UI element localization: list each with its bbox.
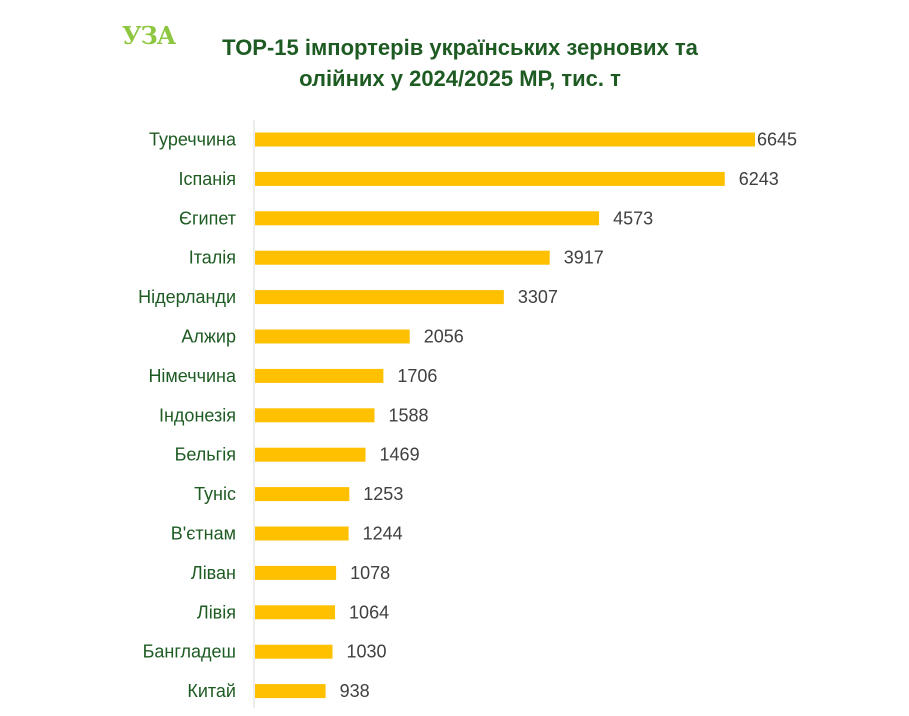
chart-title: TOP-15 імпортерів українських зернових т… [150,32,770,94]
category-label: Китай [187,681,236,701]
bar [255,644,333,659]
bar [255,329,410,344]
category-label: Туніс [194,484,236,504]
bar [255,605,336,620]
bar [255,132,755,147]
bar [255,526,349,541]
category-label: Єгипет [179,208,236,228]
bar [255,290,504,305]
category-label: Бельгія [175,445,236,465]
bar [255,171,725,186]
value-label: 1469 [380,445,420,465]
chart-title-line-1: TOP-15 імпортерів українських зернових т… [222,35,698,60]
category-label: Нідерланди [138,287,236,307]
bar [255,368,384,383]
value-label: 1078 [350,563,390,583]
category-label: Індонезія [159,405,236,425]
value-label: 938 [340,681,370,701]
category-label: Італія [189,248,236,268]
bar [255,684,326,699]
logo: УЗА [122,21,176,50]
value-label: 1064 [349,602,389,622]
value-label: 1030 [347,642,387,662]
category-label: В'єтнам [171,524,236,544]
chart-title-line-2: олійних у 2024/2025 МР, тис. т [299,66,621,91]
category-label: Алжир [181,327,236,347]
category-label: Туреччина [149,130,237,150]
category-label: Ліван [191,563,236,583]
value-label: 1706 [397,366,437,386]
category-label: Лівія [197,602,236,622]
value-label: 6243 [739,169,779,189]
bar [255,447,366,462]
value-label: 6645 [757,130,797,150]
value-label: 4573 [613,208,653,228]
value-label: 1588 [388,405,428,425]
value-label: 1244 [363,524,403,544]
value-label: 3307 [518,287,558,307]
bars-group: Туреччина 6645 Іспанія 6243 Єгипет 4573 Італія… [138,130,797,702]
bar [255,565,337,580]
category-label: Іспанія [179,169,236,189]
bar [255,250,550,265]
category-label: Німеччина [148,366,237,386]
category-label: Бангладеш [143,642,236,662]
bar [255,408,375,423]
value-label: 2056 [424,327,464,347]
value-label: 1253 [363,484,403,504]
bar [255,487,350,502]
value-label: 3917 [564,248,604,268]
bar [255,211,600,226]
